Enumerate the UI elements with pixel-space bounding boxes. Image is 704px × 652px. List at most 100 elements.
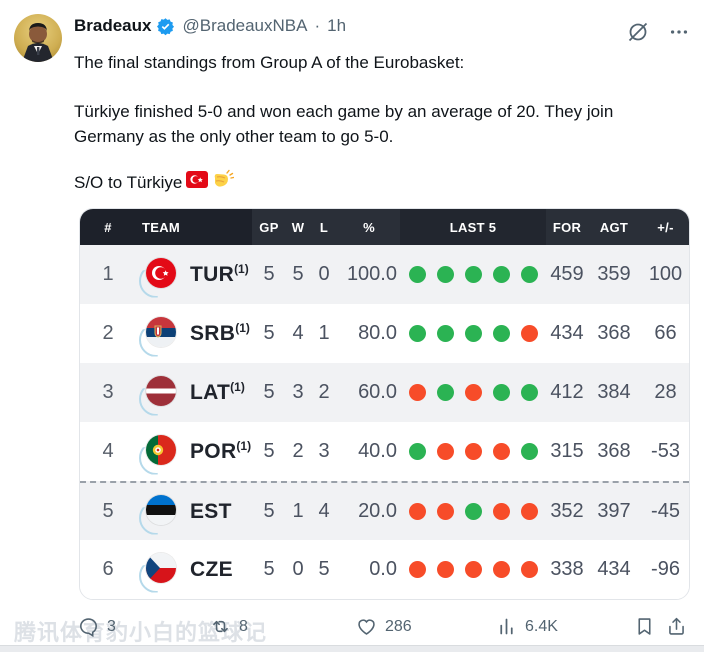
header-w: W [291, 219, 305, 235]
share-button[interactable] [666, 616, 687, 637]
header-l: L [319, 219, 329, 235]
repost-button[interactable]: 8 [210, 616, 248, 637]
flag-cell [136, 552, 186, 588]
avatar-image [14, 14, 62, 62]
win-dot [409, 443, 426, 460]
for-cell: 352 [550, 500, 584, 522]
wins-cell: 1 [292, 500, 304, 522]
win-dot [465, 503, 482, 520]
like-button[interactable]: 286 [356, 616, 412, 637]
separator: · [314, 16, 321, 35]
engagement-bar: 3 8 286 6.4K [0, 612, 704, 646]
seed-superscript: (1) [236, 439, 252, 453]
header-rank: # [104, 219, 112, 235]
wins-cell: 5 [292, 263, 304, 285]
team-code: TUR(1) [190, 262, 249, 286]
seed-superscript: (1) [234, 262, 249, 276]
gp-cell: 5 [263, 500, 275, 522]
tweet-header: Bradeaux @BradeauxNBA · 1h [74, 14, 674, 38]
loss-dot [465, 443, 482, 460]
losses-cell: 2 [318, 381, 330, 403]
wins-cell: 3 [292, 381, 304, 403]
more-icon[interactable] [668, 21, 690, 48]
loss-dot [437, 561, 454, 578]
author-handle[interactable]: @BradeauxNBA [182, 16, 308, 35]
loss-dot [493, 561, 510, 578]
rank-cell: 2 [102, 322, 114, 344]
agt-cell: 434 [597, 558, 631, 580]
win-dot [465, 266, 482, 283]
team-code: SRB(1) [190, 321, 250, 345]
agt-cell: 397 [597, 500, 631, 522]
team-code: POR(1) [190, 439, 252, 463]
verified-badge-icon [156, 17, 175, 36]
loss-dot [465, 561, 482, 578]
gp-cell: 5 [263, 381, 275, 403]
table-row: 4 POR(1) 5 2 3 40.0 315 368 -53 [80, 422, 689, 481]
team-code: EST [190, 500, 232, 523]
reply-count: 3 [107, 617, 116, 635]
grok-icon[interactable] [626, 20, 650, 49]
agt-cell: 384 [597, 381, 631, 403]
clapping-hands-emoji [212, 169, 235, 196]
pct-cell: 60.0 [358, 381, 397, 403]
loss-dot [493, 503, 510, 520]
win-dot [493, 325, 510, 342]
loss-dot [409, 384, 426, 401]
team-flag-icon [146, 434, 176, 465]
seed-superscript: (1) [235, 321, 250, 335]
flag-cell [136, 494, 186, 530]
loss-dot [409, 503, 426, 520]
team-code: LAT(1) [190, 380, 245, 404]
team-flag-icon [146, 316, 176, 347]
analytics-icon [496, 616, 517, 637]
header-agt: AGT [599, 219, 629, 235]
plusminus-cell: 100 [648, 263, 683, 285]
like-count: 286 [385, 617, 412, 635]
losses-cell: 1 [318, 322, 330, 344]
flag-cell [136, 257, 186, 293]
agt-cell: 368 [597, 322, 631, 344]
team-flag-icon [146, 375, 176, 406]
last5-dots [400, 325, 546, 342]
rank-cell: 1 [102, 263, 114, 285]
last5-dots [400, 443, 546, 460]
agt-cell: 368 [597, 440, 631, 462]
plusminus-cell: -45 [651, 500, 680, 522]
gp-cell: 5 [263, 440, 275, 462]
last5-dots [400, 384, 546, 401]
repost-icon [210, 616, 231, 637]
table-row: 1 TUR(1) 5 5 0 100.0 459 359 100 [80, 245, 689, 304]
header-pm: +/- [657, 219, 674, 235]
loss-dot [521, 325, 538, 342]
loss-dot [465, 384, 482, 401]
agt-cell: 359 [597, 263, 631, 285]
pct-cell: 20.0 [358, 500, 397, 522]
plusminus-cell: -96 [651, 558, 680, 580]
flag-cell [136, 434, 186, 470]
bookmark-button[interactable] [634, 616, 655, 637]
plusminus-cell: 28 [654, 381, 677, 403]
loss-dot [521, 503, 538, 520]
share-icon [666, 616, 687, 637]
plusminus-cell: 66 [654, 322, 677, 344]
reply-button[interactable]: 3 [78, 616, 116, 637]
avatar[interactable] [14, 14, 62, 62]
win-dot [409, 266, 426, 283]
header-for: FOR [552, 219, 582, 235]
views-button[interactable]: 6.4K [496, 616, 558, 637]
timestamp[interactable]: 1h [327, 16, 347, 35]
win-dot [437, 266, 454, 283]
author-name[interactable]: Bradeaux [74, 16, 152, 35]
for-cell: 315 [550, 440, 584, 462]
table-row: 6 CZE 5 0 5 0.0 338 434 -96 [80, 540, 689, 599]
tweet-text-line2: Türkiye finished 5-0 and won each game b… [74, 102, 614, 146]
win-dot [465, 325, 482, 342]
rank-cell: 4 [102, 440, 114, 462]
pct-cell: 40.0 [358, 440, 397, 462]
gp-cell: 5 [263, 558, 275, 580]
team-flag-icon [146, 552, 176, 583]
gp-cell: 5 [263, 322, 275, 344]
rank-cell: 3 [102, 381, 114, 403]
standings-table: # TEAM GP W L % LAST 5 FOR AGT +/- 1 TUR… [79, 208, 690, 600]
